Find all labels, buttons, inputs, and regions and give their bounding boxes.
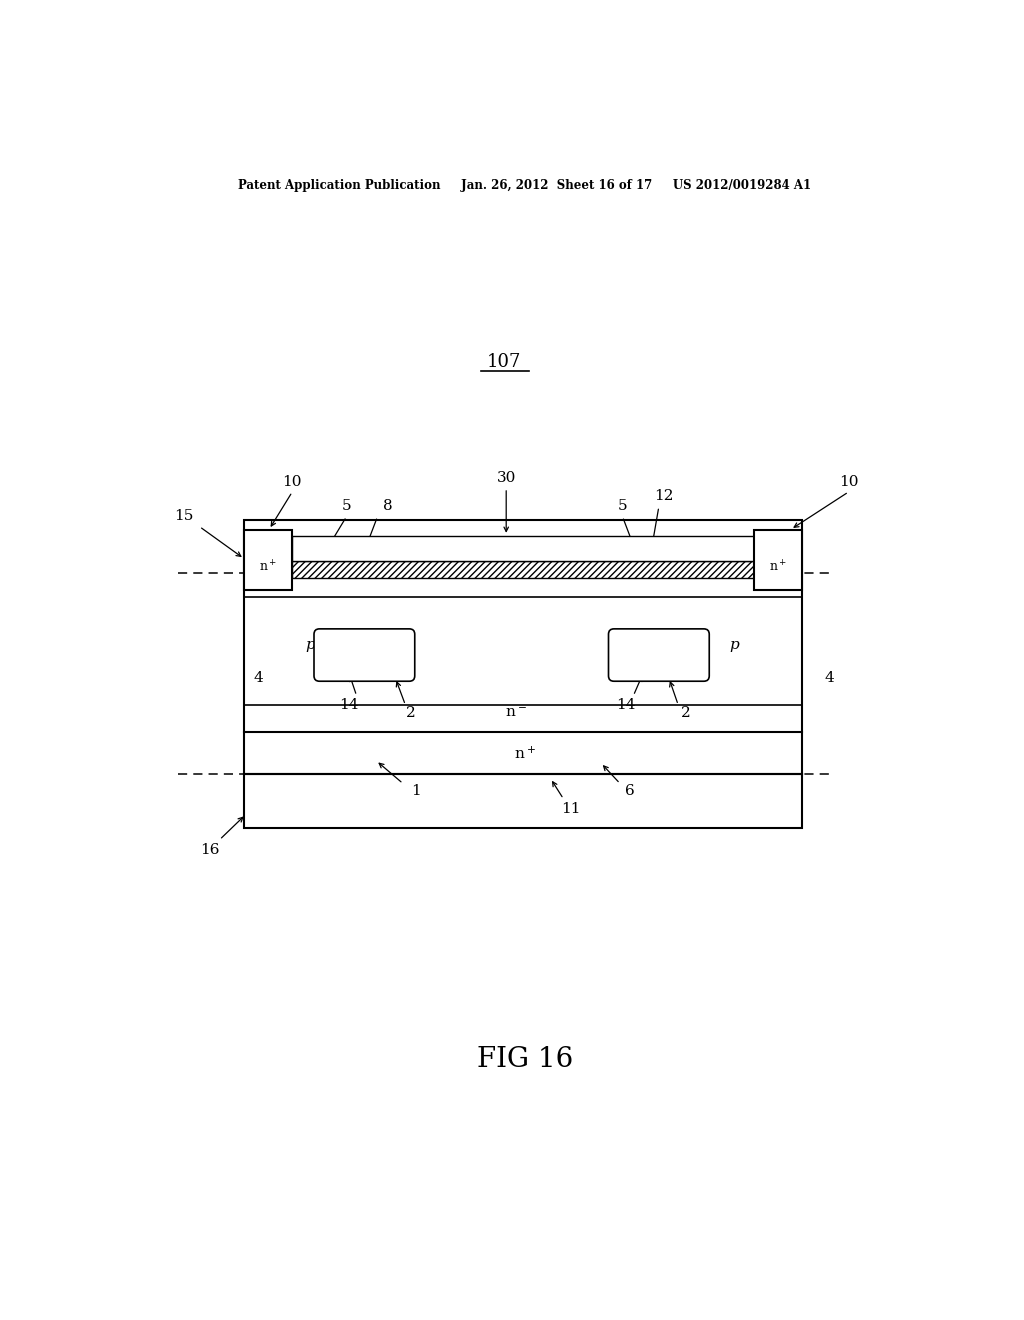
Text: $\mathregular{n^+}$: $\mathregular{n^+}$ [769,560,787,574]
Text: 4: 4 [824,671,835,685]
Text: 15: 15 [174,510,194,524]
Text: 30: 30 [497,471,516,484]
Bar [292,561,755,578]
Text: p: p [305,638,315,652]
Text: 2: 2 [681,706,691,719]
Text: 5: 5 [617,499,628,513]
Text: p: p [729,638,739,652]
Text: 16: 16 [200,843,219,857]
Text: 12: 12 [654,488,674,503]
Text: 107: 107 [486,354,521,371]
Text: 1: 1 [412,784,421,799]
Text: 2: 2 [406,706,416,719]
Text: Patent Application Publication     Jan. 26, 2012  Sheet 16 of 17     US 2012/001: Patent Application Publication Jan. 26, … [239,178,811,191]
Bar [245,529,292,590]
Text: 14: 14 [339,698,358,711]
Text: 6: 6 [626,784,635,799]
Bar [755,529,802,590]
Text: $\mathregular{n^+}$: $\mathregular{n^+}$ [514,744,536,762]
FancyBboxPatch shape [608,628,710,681]
Text: 8: 8 [383,499,392,513]
Text: 11: 11 [561,803,581,816]
Text: 5: 5 [342,499,351,513]
Text: $\mathregular{n^-}$: $\mathregular{n^-}$ [505,706,526,719]
Text: 14: 14 [615,698,635,711]
FancyBboxPatch shape [314,628,415,681]
Text: 4: 4 [253,671,263,685]
Text: 10: 10 [839,475,858,488]
Text: 10: 10 [283,475,302,488]
Text: FIG 16: FIG 16 [477,1045,572,1073]
Bar [245,520,802,829]
Bar [292,536,755,561]
Text: $\mathregular{n^+}$: $\mathregular{n^+}$ [259,560,278,574]
